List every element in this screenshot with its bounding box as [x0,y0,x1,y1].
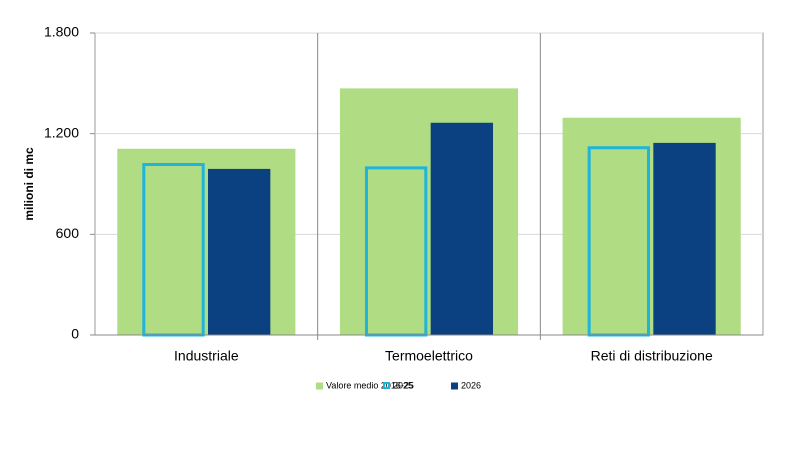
bar [653,142,716,335]
y-tick-label: 0 [71,326,79,342]
legend-swatch [383,382,390,389]
legend-label: 2026 [461,380,481,390]
x-tick-label: Industriale [174,348,239,364]
legend-swatch [316,382,323,390]
bar [430,122,494,335]
bar [208,168,271,335]
legend-label: Valore medio 2016-25 [326,380,414,390]
y-tick-label: 1.200 [44,124,79,140]
y-tick-label: 1.800 [44,24,79,40]
y-tick-label: 600 [56,225,80,241]
legend-label: 2025 [393,380,413,390]
x-tick-label: Termoelettrico [385,348,473,364]
x-tick-label: Reti di distribuzione [591,348,713,364]
y-axis-label: milioni di mc [22,147,36,221]
legend-swatch [451,382,458,390]
